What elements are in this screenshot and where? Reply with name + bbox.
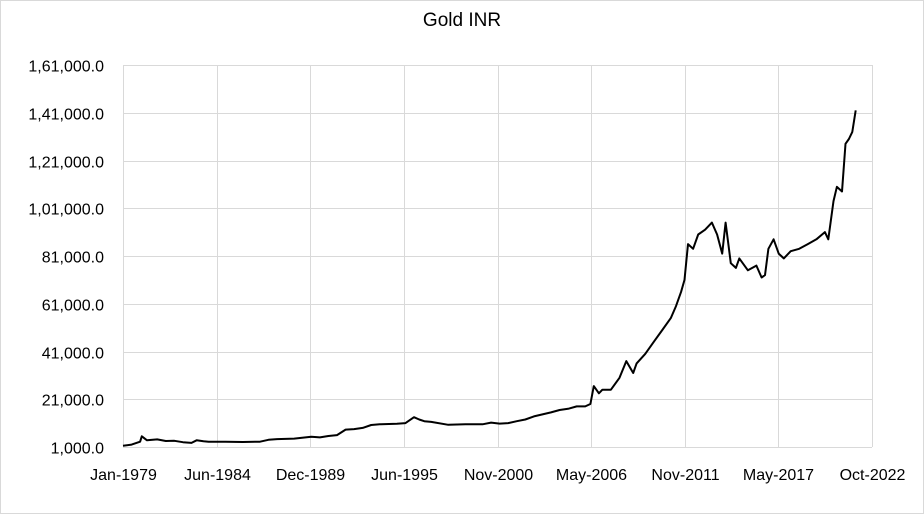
x-tick-label: Jun-1995: [371, 467, 438, 484]
x-tick-label: Oct-2022: [840, 467, 906, 484]
gold-inr-line: [122, 110, 857, 447]
x-tick-label: Nov-2000: [464, 467, 533, 484]
x-tick-label: May-2017: [743, 467, 814, 484]
x-tick-label: Dec-1989: [276, 467, 345, 484]
chart-title: Gold INR: [422, 10, 502, 31]
x-tick-label: Nov-2011: [651, 467, 719, 484]
x-tick-label: Jun-1984: [184, 467, 251, 484]
y-tick-label: 21,000.0: [42, 393, 104, 410]
y-tick-label: 41,000.0: [42, 346, 104, 363]
gridlines: [123, 65, 873, 448]
y-tick-label: 1,41,000.0: [28, 107, 104, 124]
y-tick-label: 61,000.0: [42, 298, 104, 315]
y-axis-labels: 1,000.0 21,000.0 41,000.0 61,000.0 81,000.0 1…: [28, 59, 104, 458]
y-tick-label: 1,01,000.0: [28, 202, 104, 219]
y-tick-label: 1,21,000.0: [28, 155, 104, 172]
x-tick-label: Jan-1979: [90, 467, 157, 484]
y-tick-label: 1,61,000.0: [28, 59, 104, 76]
x-tick-label: May-2006: [556, 467, 627, 484]
y-tick-label: 81,000.0: [42, 250, 104, 267]
x-axis-labels: Jan-1979 Jun-1984 Dec-1989 Jun-1995 Nov-2000…: [90, 467, 905, 484]
y-tick-label: 1,000.0: [51, 441, 104, 458]
